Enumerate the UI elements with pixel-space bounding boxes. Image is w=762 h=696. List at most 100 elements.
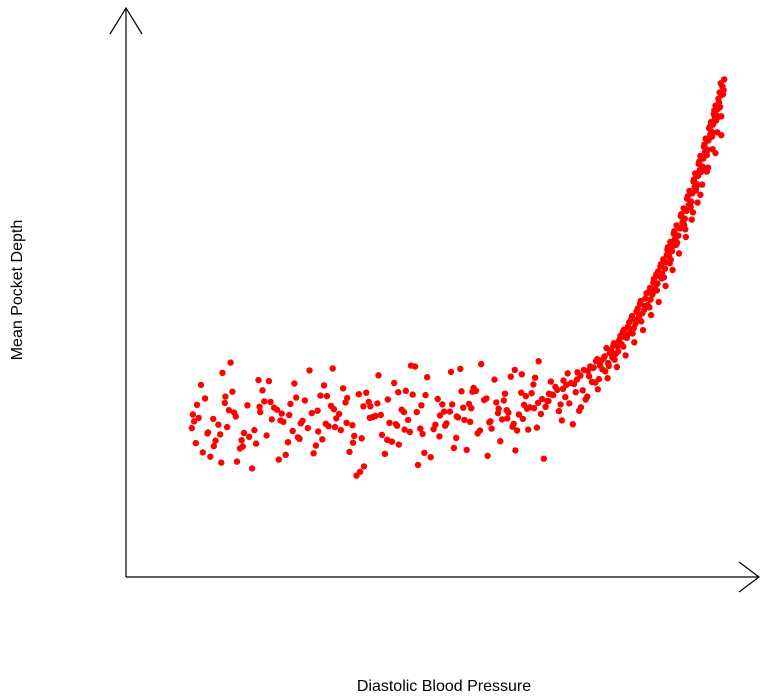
data-point [349,439,357,446]
data-point [422,391,429,399]
data-point [215,421,222,428]
data-point [718,132,725,139]
data-point [555,407,563,415]
data-point [498,416,506,423]
data-point [692,170,699,177]
data-point [277,417,284,424]
x-axis-label: Diastolic Blood Pressure [357,678,531,695]
data-point [386,419,393,426]
data-point [604,375,611,382]
data-point [458,388,465,395]
data-point [510,420,517,427]
data-point [463,446,470,454]
data-point [439,401,446,408]
data-point [199,449,206,456]
data-point [467,418,474,425]
data-point [251,426,258,434]
data-point [646,284,654,292]
data-point [314,407,321,414]
data-point [569,421,576,428]
data-point [497,438,504,445]
data-point [310,450,317,457]
data-point [632,316,640,324]
data-point [188,424,195,432]
data-point [603,344,610,352]
data-point [195,414,202,422]
data-point [406,428,413,436]
data-point [678,211,685,218]
data-point [682,226,689,233]
data-point [594,356,601,363]
data-point [291,380,298,387]
data-point [240,429,248,437]
data-point [409,391,416,398]
data-point [207,453,214,460]
data-point [197,381,205,389]
data-point [686,200,694,208]
data-point [337,426,344,434]
data-point [714,114,721,121]
data-point [488,425,495,432]
data-point [265,377,273,385]
data-point [325,423,332,430]
data-point [478,360,485,368]
data-point [388,438,396,445]
data-point [545,397,552,405]
data-point [434,395,441,403]
data-point [519,415,527,423]
data-point [355,391,362,398]
data-point [711,107,718,114]
data-point [703,148,710,155]
data-point [358,435,365,442]
data-point [501,390,509,397]
data-point [193,401,201,408]
data-point [257,408,264,416]
data-point [378,431,386,439]
data-point [440,408,448,415]
data-point [690,176,698,183]
data-point [658,275,665,282]
data-point [469,388,476,395]
data-point [548,391,556,398]
data-point [239,443,246,450]
data-point [190,418,198,425]
data-point [703,168,710,175]
data-point [696,158,703,165]
data-point [297,420,304,427]
data-point [504,415,511,422]
data-point [346,448,353,456]
data-point [511,366,518,374]
data-point [585,373,593,380]
data-point [503,407,510,414]
data-point [306,367,313,374]
data-point [605,359,612,367]
x-axis-arrowhead [738,561,760,593]
data-point [579,387,586,394]
data-point [680,205,687,212]
data-point [589,364,597,372]
data-point [366,414,373,422]
data-point [460,404,467,411]
data-point [634,305,641,312]
data-point [417,425,424,432]
data-point [335,410,343,418]
data-point [447,368,455,376]
data-point [339,385,347,392]
data-point [701,141,708,148]
data-point [663,251,670,259]
data-point [374,400,381,407]
data-point [446,408,454,415]
data-point [566,400,573,407]
data-point [558,417,565,424]
data-point [577,404,585,411]
data-point [530,381,537,388]
y-axis-label: Mean Pocket Depth [9,220,26,361]
data-point [476,427,484,434]
data-point [219,369,226,376]
data-point [672,241,680,248]
data-point [639,326,647,334]
data-point [542,403,549,410]
data-point [533,424,541,431]
data-point [227,359,234,366]
data-point [534,399,542,407]
